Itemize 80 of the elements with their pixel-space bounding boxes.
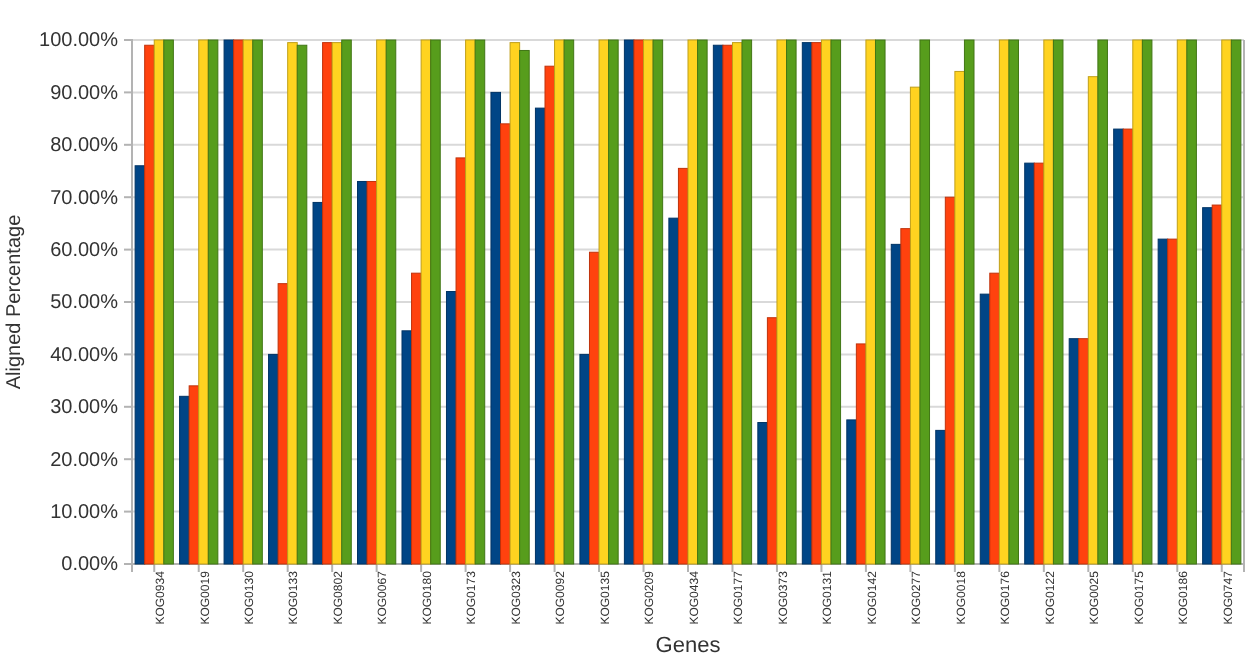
bar bbox=[954, 70, 965, 565]
bar bbox=[420, 39, 432, 565]
bar bbox=[1221, 39, 1232, 565]
bar bbox=[1008, 39, 1019, 565]
bar bbox=[376, 39, 387, 565]
y-tick-label: 50.00% bbox=[50, 292, 119, 315]
bar bbox=[134, 165, 146, 565]
bar bbox=[322, 42, 333, 565]
bar bbox=[430, 39, 441, 565]
y-tick-label: 30.00% bbox=[50, 397, 119, 420]
y-tick-label: 70.00% bbox=[50, 187, 119, 210]
bar bbox=[296, 44, 308, 565]
bar bbox=[579, 353, 590, 565]
bar bbox=[846, 419, 857, 565]
bar bbox=[989, 272, 1000, 565]
bar bbox=[563, 39, 575, 565]
bar bbox=[1202, 207, 1213, 565]
bar bbox=[1230, 39, 1242, 565]
bar bbox=[919, 39, 931, 565]
bar bbox=[900, 228, 911, 565]
bar bbox=[1113, 128, 1124, 565]
bar bbox=[198, 39, 209, 565]
y-tick-label: 20.00% bbox=[50, 449, 119, 472]
bar bbox=[385, 39, 397, 565]
bar bbox=[722, 44, 733, 565]
bar bbox=[757, 422, 768, 565]
bar bbox=[830, 39, 842, 565]
bar bbox=[652, 39, 664, 565]
bar bbox=[312, 201, 324, 565]
bar bbox=[509, 42, 521, 565]
bar bbox=[287, 42, 298, 565]
bar bbox=[179, 395, 190, 565]
bar bbox=[207, 39, 219, 565]
x-axis-title: Genes bbox=[655, 634, 722, 658]
bar bbox=[233, 39, 244, 565]
bar bbox=[455, 157, 467, 565]
y-tick-label: 40.00% bbox=[50, 344, 119, 367]
bar bbox=[544, 65, 556, 565]
bar bbox=[252, 39, 263, 565]
bar bbox=[1043, 39, 1054, 565]
y-tick-label: 80.00% bbox=[50, 135, 119, 158]
bar bbox=[144, 44, 155, 565]
bar bbox=[687, 39, 699, 565]
bar bbox=[1186, 39, 1197, 565]
bar bbox=[519, 49, 530, 565]
y-tick-label: 0.00% bbox=[61, 554, 119, 577]
bar bbox=[1097, 39, 1108, 565]
bar bbox=[776, 39, 788, 565]
bar bbox=[1141, 39, 1153, 565]
bar bbox=[1078, 338, 1089, 565]
bar bbox=[1132, 39, 1143, 565]
bar bbox=[633, 39, 645, 565]
bar bbox=[1052, 39, 1064, 565]
y-tick-label: 100.00% bbox=[39, 30, 119, 53]
bar bbox=[366, 180, 378, 565]
y-tick-label: 60.00% bbox=[50, 240, 119, 262]
bar bbox=[865, 39, 876, 565]
bar bbox=[474, 39, 486, 565]
bar bbox=[341, 39, 352, 565]
bar bbox=[935, 429, 946, 565]
y-tick-label: 90.00% bbox=[50, 82, 119, 105]
bar bbox=[668, 217, 679, 565]
bar bbox=[963, 39, 975, 565]
bar bbox=[697, 39, 708, 565]
bar bbox=[786, 39, 797, 565]
bar bbox=[608, 39, 619, 565]
bar bbox=[223, 39, 235, 565]
bar bbox=[465, 39, 476, 565]
bar bbox=[401, 330, 413, 565]
bar bbox=[1024, 162, 1035, 565]
y-axis-title: Aligned Percentage bbox=[4, 213, 26, 390]
bar bbox=[598, 39, 610, 565]
y-tick-label: 10.00% bbox=[50, 502, 119, 524]
bar bbox=[741, 39, 753, 565]
bar bbox=[874, 39, 886, 565]
bar bbox=[1167, 238, 1178, 565]
bar bbox=[490, 91, 502, 565]
bar bbox=[811, 42, 822, 565]
bar bbox=[277, 283, 289, 565]
bar bbox=[163, 39, 174, 565]
